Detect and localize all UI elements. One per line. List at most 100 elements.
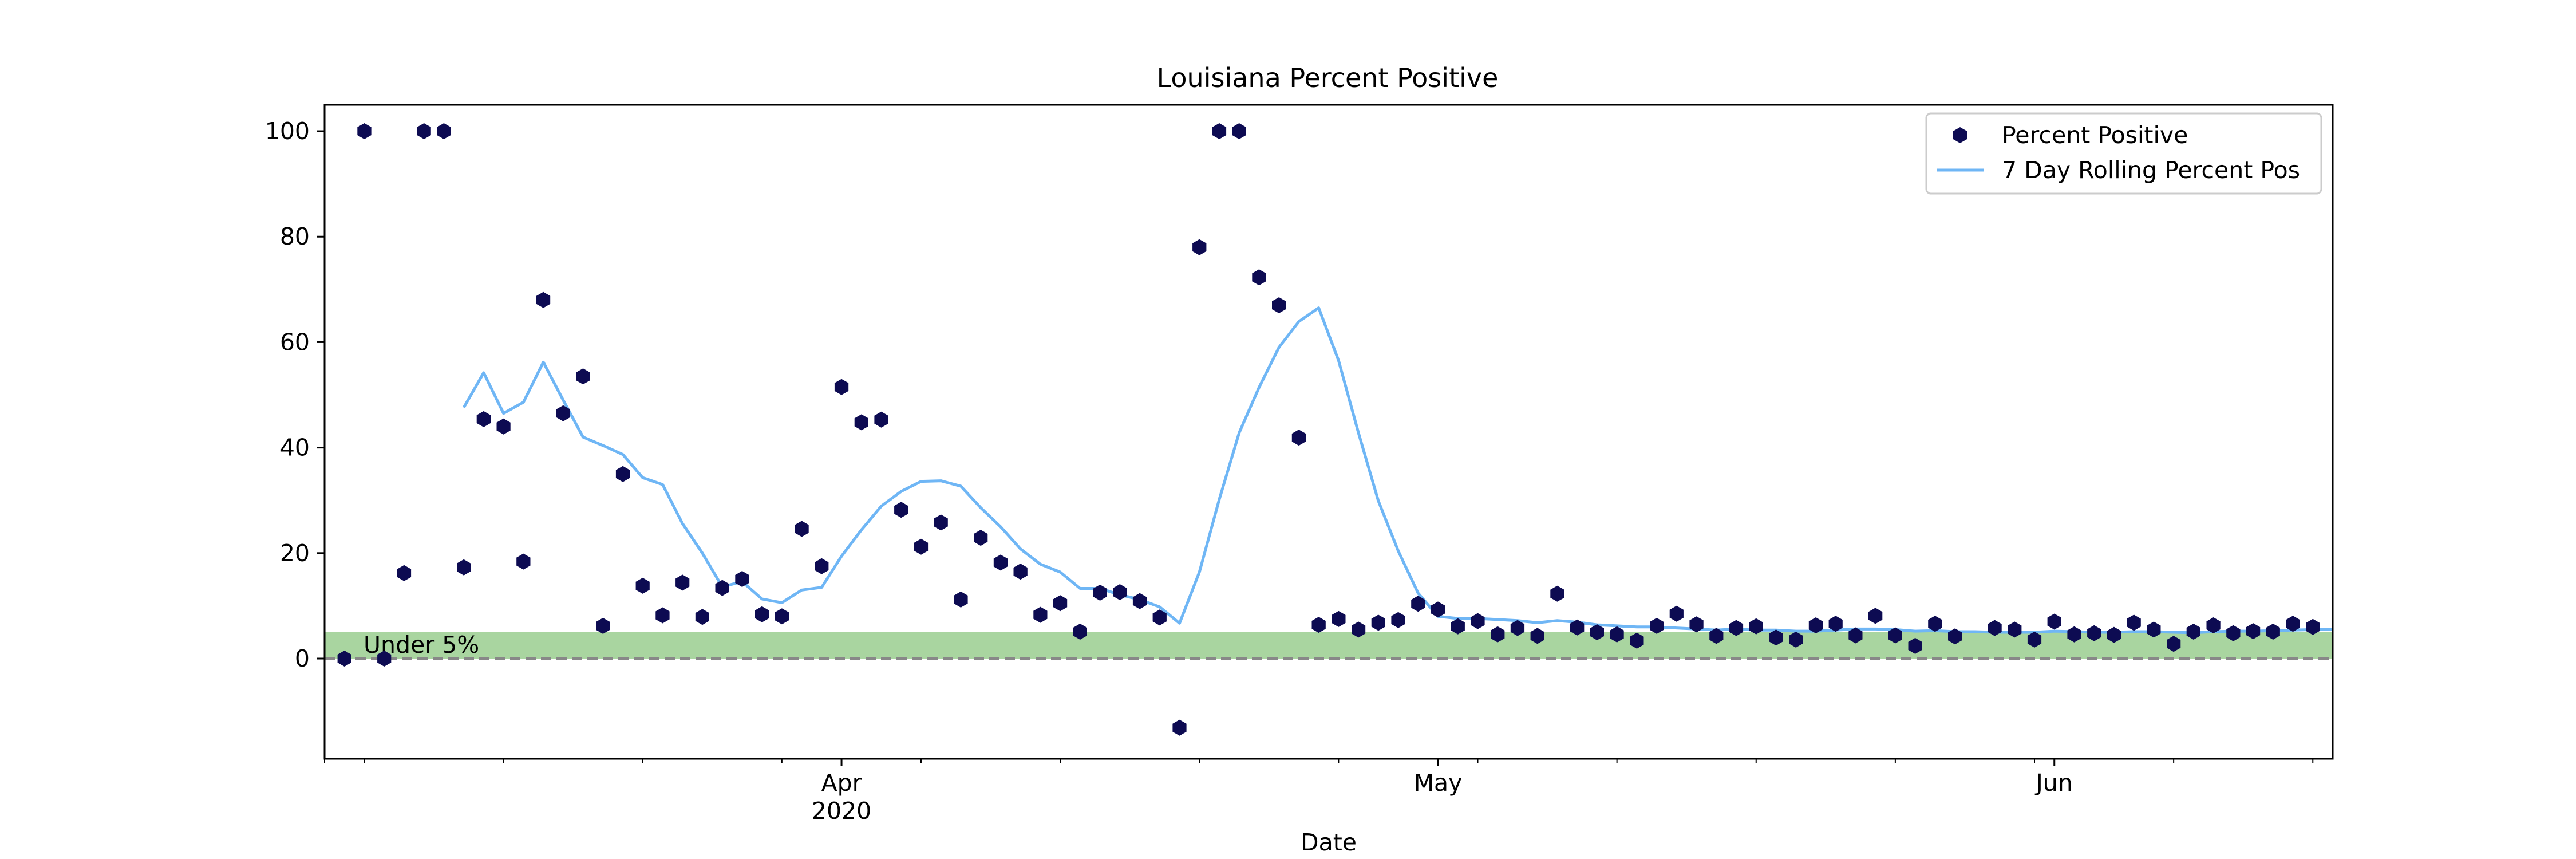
- plot-area: Under 5%: [323, 104, 2334, 760]
- data-point-percent-positive: [1172, 719, 1187, 736]
- data-point-percent-positive: [914, 538, 929, 555]
- data-point-percent-positive: [1152, 609, 1167, 626]
- data-point-percent-positive: [496, 418, 511, 435]
- under-5-band: [325, 632, 2333, 659]
- data-point-percent-positive: [1232, 123, 1246, 139]
- data-point-percent-positive: [337, 651, 351, 667]
- under-5-band-group: Under 5%: [325, 631, 2333, 660]
- data-point-percent-positive: [1709, 628, 1724, 644]
- data-point-percent-positive: [2266, 624, 2280, 640]
- data-point-percent-positive: [1590, 624, 1604, 640]
- data-point-percent-positive: [1192, 239, 1207, 255]
- data-point-percent-positive: [1908, 637, 1922, 654]
- data-point-percent-positive: [1411, 596, 1425, 612]
- data-point-percent-positive: [457, 559, 471, 576]
- data-point-percent-positive: [735, 571, 749, 587]
- data-point-percent-positive: [874, 411, 888, 428]
- x-tick-label: Jun: [2034, 769, 2073, 797]
- data-point-percent-positive: [476, 411, 491, 427]
- data-point-percent-positive: [1093, 584, 1107, 601]
- data-point-percent-positive: [1311, 617, 1326, 633]
- y-tick-label: 0: [295, 645, 310, 672]
- data-point-percent-positive: [834, 379, 849, 395]
- legend-box: [1925, 112, 2322, 195]
- data-point-percent-positive: [1669, 605, 1684, 622]
- x-tick-label: May: [1414, 769, 1463, 797]
- data-point-percent-positive: [954, 591, 968, 608]
- data-point-percent-positive: [1451, 618, 1465, 635]
- chart-title: Louisiana Percent Positive: [1157, 62, 1499, 93]
- x-axis-label: Date: [1301, 829, 1357, 856]
- data-point-percent-positive: [1371, 614, 1385, 631]
- data-point-percent-positive: [1013, 564, 1028, 580]
- legend: Percent Positive 7 Day Rolling Percent P…: [1925, 112, 2322, 195]
- data-point-percent-positive: [2027, 631, 2042, 648]
- data-point-percent-positive: [1272, 297, 1286, 313]
- data-point-percent-positive: [2047, 613, 2061, 630]
- data-point-percent-positive: [1630, 632, 1644, 649]
- data-point-percent-positive: [1073, 624, 1087, 640]
- data-point-percent-positive: [1033, 606, 1048, 623]
- data-point-percent-positive: [1828, 616, 1843, 632]
- data-point-percent-positive: [357, 123, 372, 139]
- data-point-percent-positive: [1212, 123, 1227, 139]
- data-point-percent-positive: [755, 606, 769, 622]
- data-point-percent-positive: [1948, 628, 1962, 645]
- data-point-percent-positive: [615, 466, 630, 482]
- data-point-percent-positive: [437, 123, 451, 139]
- data-point-percent-positive: [635, 577, 650, 594]
- data-point-percent-positive: [1749, 618, 1763, 635]
- data-point-percent-positive: [1491, 626, 1505, 643]
- data-point-percent-positive: [2067, 626, 2081, 643]
- data-point-percent-positive: [1291, 430, 1306, 446]
- data-point-percent-positive: [934, 514, 948, 531]
- data-point-percent-positive: [516, 553, 531, 570]
- data-point-percent-positive: [1729, 620, 1744, 636]
- data-point-percent-positive: [2246, 623, 2261, 640]
- data-point-percent-positive: [695, 609, 709, 625]
- data-point-percent-positive: [397, 565, 412, 581]
- plot-frame: [323, 104, 2334, 760]
- data-point-percent-positive: [1769, 629, 1783, 646]
- data-point-percent-positive: [1471, 613, 1485, 629]
- data-point-percent-positive: [1988, 620, 2002, 636]
- data-point-percent-positive: [1808, 617, 1823, 633]
- data-point-percent-positive: [1391, 612, 1405, 628]
- x-tick-sublabel: 2020: [812, 797, 871, 825]
- plot-background: [325, 105, 2333, 759]
- x-tick-label: Apr: [821, 769, 862, 797]
- data-point-percent-positive: [2147, 621, 2161, 638]
- data-point-percent-positive: [655, 607, 670, 624]
- data-point-percent-positive: [1888, 627, 1902, 644]
- data-point-percent-positive: [2167, 636, 2181, 652]
- data-point-percent-positive: [795, 521, 809, 537]
- data-point-percent-positive: [2226, 625, 2241, 641]
- data-point-percent-positive: [854, 414, 868, 431]
- data-point-percent-positive: [596, 617, 610, 634]
- data-point-percent-positive: [1610, 626, 1624, 643]
- data-point-percent-positive: [894, 502, 908, 518]
- data-point-percent-positive: [1530, 628, 1544, 644]
- data-point-percent-positive: [1332, 610, 1346, 627]
- legend-label-rolling-percent: 7 Day Rolling Percent Pos: [2002, 156, 2300, 184]
- data-point-percent-positive: [1352, 621, 1366, 638]
- legend-label-percent-positive: Percent Positive: [2002, 121, 2188, 149]
- data-point-percent-positive: [974, 530, 988, 546]
- legend-marker-percent-positive: [1953, 127, 1967, 143]
- data-point-percent-positive: [1113, 584, 1127, 600]
- y-tick-label: 20: [280, 539, 310, 567]
- data-point-percent-positive: [1510, 620, 1525, 636]
- scatter-points-group: [337, 123, 2320, 736]
- data-point-percent-positive: [993, 554, 1008, 571]
- data-point-percent-positive: [715, 580, 729, 596]
- data-point-percent-positive: [2306, 618, 2320, 635]
- data-point-percent-positive: [417, 123, 431, 139]
- data-point-percent-positive: [556, 405, 570, 421]
- data-point-percent-positive: [1252, 269, 1266, 286]
- y-tick-label: 80: [280, 223, 310, 250]
- data-point-percent-positive: [1431, 601, 1445, 618]
- data-point-percent-positive: [1868, 608, 1883, 624]
- y-tick-label: 60: [280, 328, 310, 356]
